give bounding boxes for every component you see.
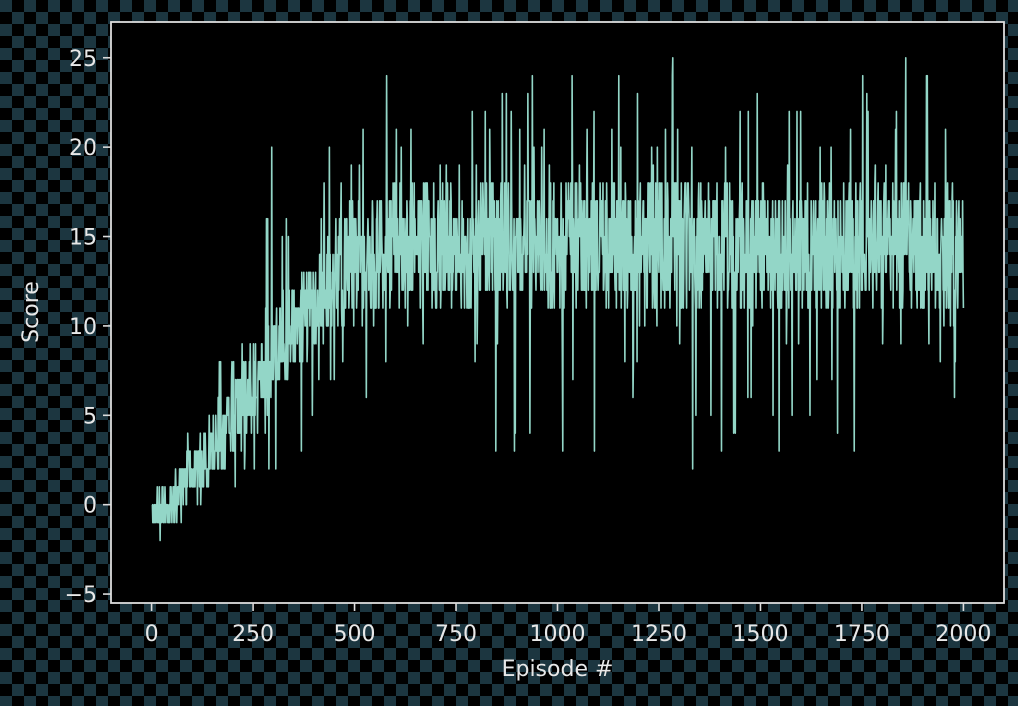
y-tick-label: 25 [69,47,97,72]
x-tick-label: 1750 [834,622,890,647]
x-axis: 0 250 500 750 1000 1250 1500 1750 2000 [145,603,991,647]
y-tick-label: −5 [65,583,97,608]
y-axis-label: Score [19,281,44,343]
y-tick-label: 5 [83,404,97,429]
y-tick-label: 10 [69,315,97,340]
x-tick-label: 2000 [935,622,991,647]
x-tick-label: 250 [232,622,274,647]
score-series-line [151,56,965,542]
y-axis: −5 0 5 10 15 20 25 [65,47,111,608]
x-tick-label: 1000 [530,622,586,647]
x-tick-label: 0 [145,622,159,647]
x-tick-label: 750 [435,622,477,647]
y-tick-label: 15 [69,226,97,251]
series-layer [151,56,965,542]
x-tick-label: 500 [334,622,376,647]
x-tick-label: 1250 [631,622,687,647]
x-tick-label: 1500 [732,622,788,647]
plot-area-background [111,22,1004,603]
y-tick-label: 0 [83,494,97,519]
x-axis-label: Episode # [502,657,614,682]
y-tick-label: 20 [69,136,97,161]
